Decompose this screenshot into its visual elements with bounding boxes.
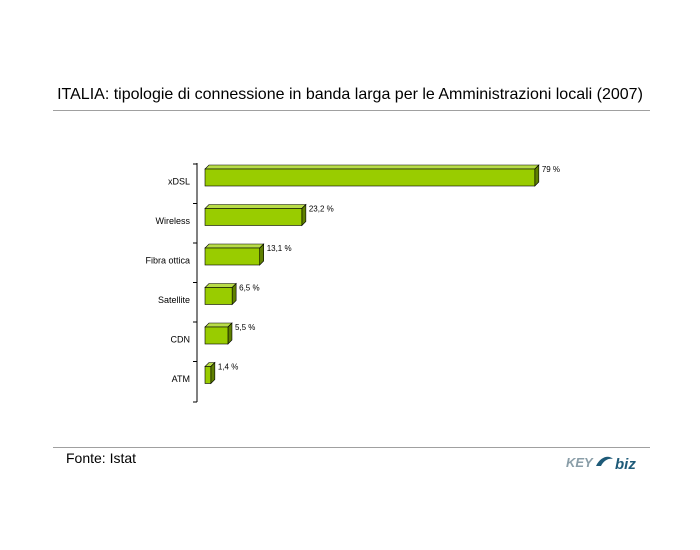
category-label: ATM bbox=[172, 374, 190, 384]
bar-side-face bbox=[231, 282, 237, 306]
bar-top-face bbox=[204, 243, 265, 249]
bar-side-face bbox=[301, 203, 307, 227]
logo-swoosh-icon bbox=[596, 456, 613, 466]
category-label: Fibra ottica bbox=[145, 256, 190, 266]
bar bbox=[204, 366, 212, 384]
bar bbox=[204, 168, 536, 187]
bar-top-face bbox=[204, 204, 307, 209]
data-label: 1,4 % bbox=[218, 363, 238, 372]
category-label: Satellite bbox=[158, 295, 190, 305]
data-label: 5,5 % bbox=[235, 323, 255, 332]
data-label: 79 % bbox=[542, 165, 560, 174]
top-divider bbox=[53, 110, 650, 111]
source-note: Fonte: Istat bbox=[66, 450, 137, 466]
bar-top-face bbox=[204, 322, 233, 328]
bar-top-face bbox=[204, 164, 540, 170]
bar bbox=[204, 287, 233, 305]
category-label: CDN bbox=[171, 335, 191, 345]
bar-side-face bbox=[259, 243, 264, 266]
bottom-divider bbox=[53, 447, 650, 448]
keybiz-logo: KEY biz bbox=[566, 455, 636, 473]
category-label: Wireless bbox=[155, 216, 190, 226]
bars-group: xDSL 79 % Wireless 23,2 % Fibra ottica 13,1 %… bbox=[145, 163, 560, 403]
bar-top-face bbox=[204, 283, 237, 288]
data-label: 6,5 % bbox=[239, 284, 259, 293]
data-label: 23,2 % bbox=[309, 205, 334, 214]
bar-side-face bbox=[210, 361, 216, 385]
logo-biz-text: biz bbox=[615, 456, 636, 473]
category-label: xDSL bbox=[168, 177, 190, 187]
bar-side-face bbox=[534, 164, 540, 187]
chart-title: ITALIA: tipologie di connessione in band… bbox=[57, 86, 643, 103]
bar-side-face bbox=[227, 322, 233, 345]
bar bbox=[204, 208, 303, 226]
logo-key-text: KEY bbox=[566, 455, 594, 470]
bar bbox=[204, 326, 229, 345]
bar bbox=[204, 247, 260, 266]
data-label: 13,1 % bbox=[267, 244, 292, 253]
